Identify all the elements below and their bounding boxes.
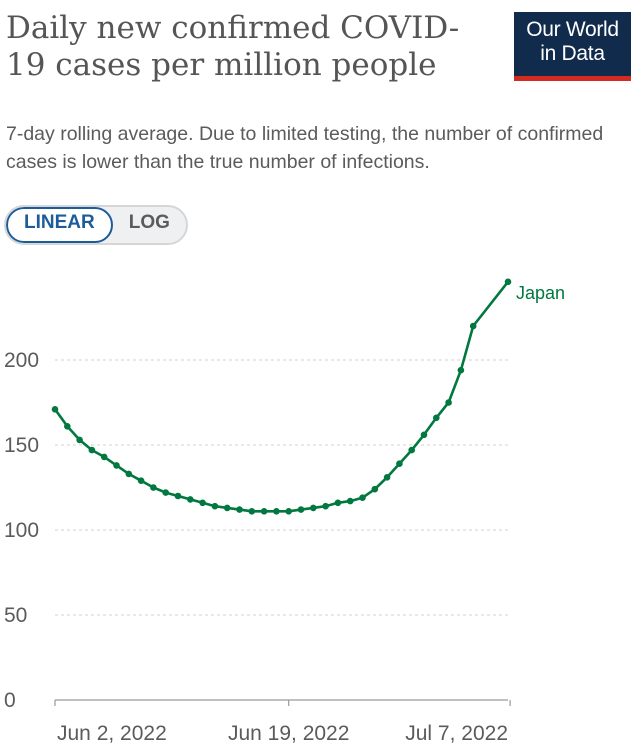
y-tick-label: 0	[4, 689, 16, 712]
y-tick-label: 100	[4, 519, 39, 542]
data-point	[236, 506, 243, 513]
chart-title: Daily new confirmed COVID-19 cases per m…	[6, 10, 460, 83]
data-point	[396, 460, 403, 467]
data-point	[285, 508, 293, 515]
x-tick-label: Jun 2, 2022	[57, 722, 167, 745]
series-japan: Japan	[51, 278, 565, 515]
chart-subtitle: 7-day rolling average. Due to limited te…	[6, 123, 604, 173]
logo-accent-bar	[514, 76, 631, 81]
line-chart: 0 50 100 150 200 Jun 2, 2022 Jun 19, 2022 Jul …	[4, 278, 565, 745]
data-point	[420, 431, 428, 439]
logo-line-2: in Data	[540, 42, 605, 65]
data-point	[445, 399, 452, 406]
logo-line-1: Our World	[526, 18, 619, 41]
data-point	[273, 508, 280, 515]
data-point	[199, 499, 206, 507]
data-point	[100, 453, 108, 461]
data-point	[211, 502, 219, 510]
data-point	[174, 492, 182, 500]
our-world-in-data-logo[interactable]: Our World in Data	[514, 12, 631, 81]
data-point	[150, 484, 157, 491]
data-point	[187, 496, 194, 503]
y-tick-label: 200	[4, 349, 39, 372]
data-point	[359, 494, 366, 501]
data-point	[125, 470, 133, 478]
data-point	[162, 489, 169, 496]
data-point	[433, 414, 440, 422]
data-point	[260, 508, 268, 515]
data-point	[248, 508, 256, 515]
linear-scale-button[interactable]: LINEAR	[6, 207, 113, 243]
data-point	[310, 504, 317, 512]
series-line-japan	[53, 280, 510, 513]
x-tick-label: Jun 19, 2022	[228, 722, 349, 745]
data-point	[408, 446, 416, 454]
data-point	[469, 322, 477, 330]
data-point	[113, 462, 120, 469]
data-point	[457, 366, 465, 374]
data-point	[334, 499, 342, 507]
log-scale-button[interactable]: LOG	[128, 212, 170, 233]
series-label-japan: Japan	[516, 283, 565, 303]
data-point	[88, 446, 96, 454]
data-point	[322, 502, 329, 510]
y-tick-label: 50	[4, 604, 27, 627]
data-point	[346, 497, 354, 505]
data-point	[223, 504, 231, 512]
data-point	[51, 406, 59, 413]
grid-lines	[55, 359, 508, 616]
y-tick-label: 150	[4, 434, 39, 457]
y-axis-ticks: 0 50 100 150 200	[4, 349, 39, 712]
data-point	[383, 474, 391, 481]
data-point	[76, 436, 83, 444]
data-point	[64, 423, 71, 430]
data-point	[504, 278, 512, 286]
data-point	[371, 485, 379, 493]
data-point	[297, 506, 305, 513]
x-axis: Jun 2, 2022 Jun 19, 2022 Jul 7, 2022	[54, 699, 511, 745]
data-point	[137, 477, 145, 484]
scale-toggle: LINEAR LOG	[4, 205, 188, 245]
x-tick-label: Jul 7, 2022	[405, 722, 508, 745]
